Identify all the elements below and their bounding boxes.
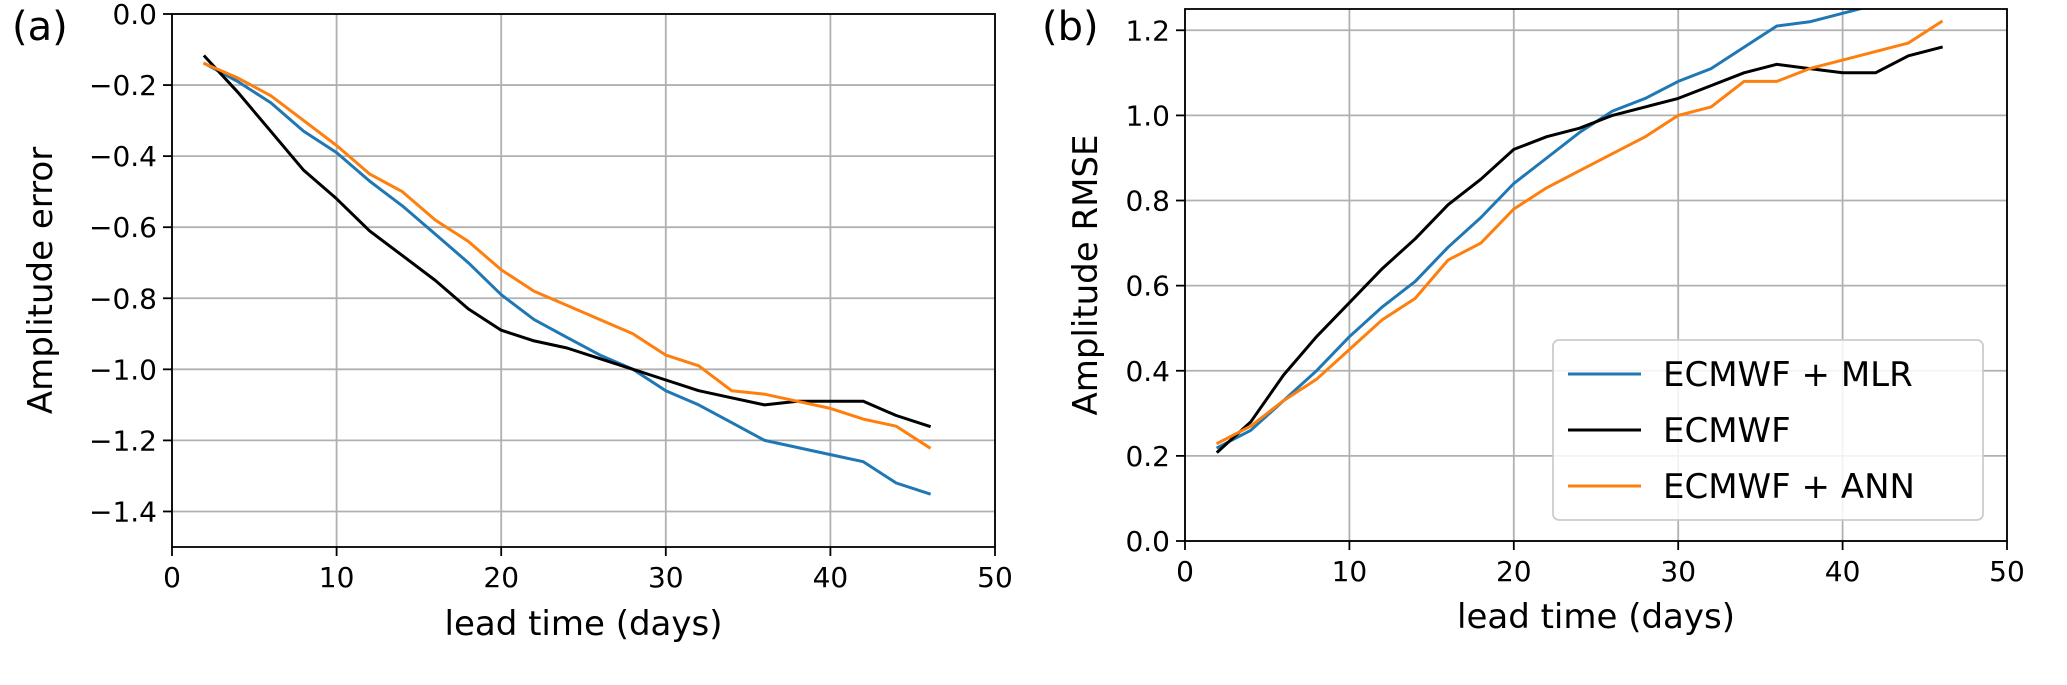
panel-a-ytick-label: −0.6 — [89, 211, 157, 244]
panel-b-y-axis-label: Amplitude RMSE — [1066, 134, 1106, 415]
panel-a-xtick-label: 20 — [483, 561, 519, 594]
panel-b-xtick-label: 10 — [1332, 555, 1368, 588]
panel-a-series-ecmwf-mlr — [202, 61, 932, 496]
legend: ECMWF + MLR ECMWF ECMWF + ANN — [1552, 339, 1984, 521]
panel-b-series-ecmwf-mlr — [1215, 9, 1865, 450]
panel-a-xtick-label: 40 — [813, 561, 849, 594]
panel-b-plot-frame — [1184, 8, 2008, 542]
panel-b-ytick-label: 1.2 — [1125, 14, 1170, 47]
panel-b-series-ecmwf-ann — [1215, 19, 1944, 446]
panel-b-ytick-label: 0.4 — [1125, 355, 1170, 388]
panel-a-ytick-label: 0.0 — [112, 0, 157, 31]
panel-b-x-axis-label: lead time (days) — [1457, 597, 1735, 637]
panel-b-xtick-label: 50 — [1989, 555, 2025, 588]
panel-a-xtick-label: 50 — [977, 561, 1013, 594]
panel-b-ytick-label: 0.8 — [1125, 185, 1170, 218]
panel-b-ytick-label: 0.6 — [1125, 270, 1170, 303]
legend-box — [1552, 339, 1984, 521]
panel-a-ytick-label: −1.0 — [89, 353, 157, 386]
panel-b-xtick-label: 30 — [1660, 555, 1696, 588]
panel-a-series-ecmwf-ann — [202, 61, 932, 450]
panel-b-letter: (b) — [1042, 4, 1099, 50]
panel-a-ytick-label: −0.2 — [89, 69, 157, 102]
panel-a-x-axis-label: lead time (days) — [445, 604, 723, 644]
panel-a-ytick-label: −1.4 — [89, 495, 157, 528]
legend-label-ecmwf-ann: ECMWF + ANN — [1663, 467, 1915, 507]
panel-a-y-axis-label: Amplitude error — [21, 147, 61, 414]
panel-b-xtick-label: 40 — [1825, 555, 1861, 588]
legend-label-ecmwf-mlr: ECMWF + MLR — [1663, 355, 1913, 395]
panel-a: 0 10 20 30 40 50 0.0 −0.2 −0.4 −0.6 −0.8 −1.0 −1.2 −1… — [12, 0, 1013, 644]
panel-a-xtick-label: 0 — [163, 561, 181, 594]
panel-b-ytick-label: 0.0 — [1125, 525, 1170, 558]
panel-a-plot-frame — [171, 13, 996, 548]
legend-label-ecmwf: ECMWF — [1663, 411, 1791, 451]
panel-a-ytick-label: −1.2 — [89, 424, 157, 457]
panel-a-xtick-label: 30 — [648, 561, 684, 594]
panel-b: 0 10 20 30 40 50 0.0 0.2 0.4 0.6 0.8 1.0 1.2 lead tim… — [1042, 4, 2025, 637]
panel-b-xtick-label: 0 — [1176, 555, 1194, 588]
panel-b-ytick-label: 1.0 — [1125, 99, 1170, 132]
panel-a-ytick-label: −0.4 — [89, 140, 157, 173]
panel-a-series-ecmwf — [202, 54, 932, 429]
panel-a-letter: (a) — [12, 4, 68, 50]
panel-a-xtick-label: 10 — [319, 561, 355, 594]
panel-b-series-ecmwf — [1215, 45, 1944, 454]
panel-a-ytick-label: −0.8 — [89, 282, 157, 315]
panel-b-xtick-label: 20 — [1496, 555, 1532, 588]
panel-b-ytick-label: 0.2 — [1125, 440, 1170, 473]
